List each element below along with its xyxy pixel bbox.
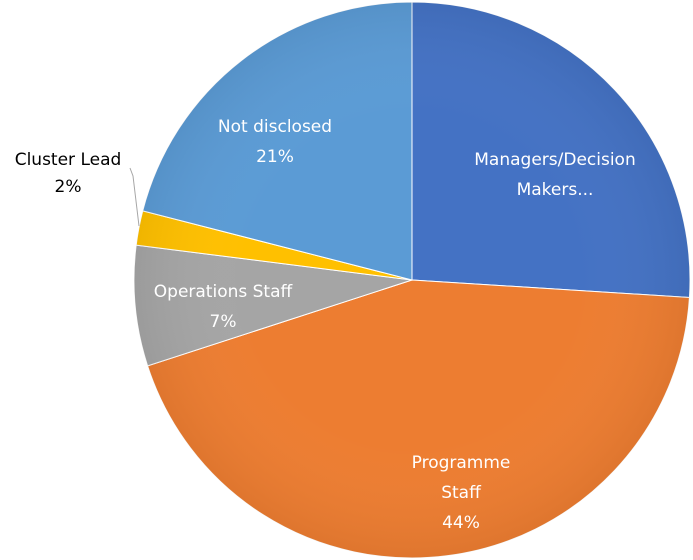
- slice-value-label: 2%: [55, 177, 82, 197]
- pie: [133, 1, 691, 559]
- slice-label: Operations Staff: [154, 282, 294, 302]
- slice-label: Not disclosed: [218, 117, 332, 137]
- leader-line: [129, 167, 140, 227]
- slice-label: Cluster Lead: [15, 150, 122, 170]
- slice-value-label: 44%: [442, 513, 480, 533]
- slice-label: Programme Staff: [412, 453, 511, 503]
- slice-value-label: 21%: [256, 147, 294, 167]
- slice-value-label: 7%: [210, 312, 237, 332]
- labels: Managers/Decision Makers... Programme Staff…: [15, 117, 636, 533]
- slice-label: Managers/Decision Makers...: [474, 150, 635, 200]
